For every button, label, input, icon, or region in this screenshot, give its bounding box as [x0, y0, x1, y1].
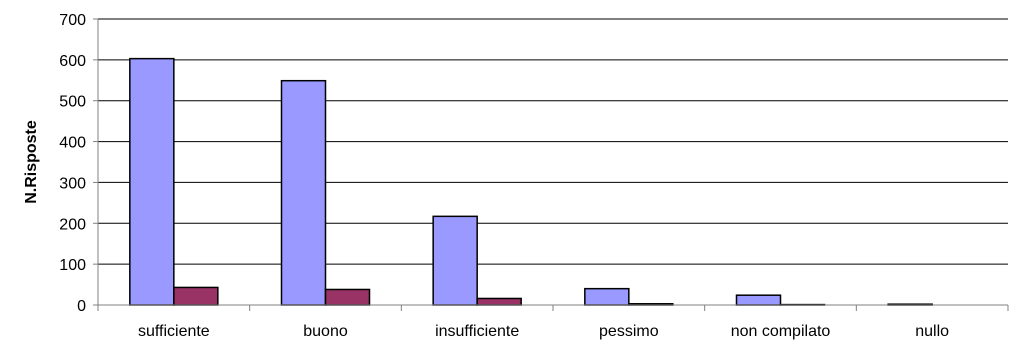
bar-buono-series-2: [324, 288, 371, 306]
gridlines: [98, 18, 1008, 265]
bars: [129, 57, 933, 306]
x-tick-label: buono: [303, 323, 348, 340]
y-tick-label: 300: [59, 175, 86, 192]
bar-insufficiente-series-1: [432, 215, 478, 306]
bar-insufficiente-series-2: [476, 297, 522, 306]
y-tick-label: 200: [59, 216, 86, 233]
y-axis-ticks: 0 100 200 300 400 500 600 700: [59, 12, 98, 315]
x-axis-ticks: sufficiente buono insufficiente pessimo non …: [97, 305, 1009, 340]
x-tick-label: sufficiente: [138, 323, 210, 340]
x-tick-label: insufficiente: [435, 323, 519, 340]
y-tick-label: 700: [59, 12, 86, 29]
x-tick-label: non compilato: [731, 323, 831, 340]
bar-pessimo-series-1: [584, 287, 630, 306]
y-tick-label: 400: [59, 135, 86, 152]
bar-buono-series-1: [280, 79, 327, 306]
y-tick-label: 0: [77, 298, 86, 315]
x-tick-label: nullo: [915, 323, 949, 340]
y-tick-label: 500: [59, 94, 86, 111]
x-tick-label: pessimo: [599, 323, 659, 340]
y-tick-label: 100: [59, 257, 86, 274]
bar-sufficiente-series-2: [173, 286, 219, 306]
y-axis-label: N.Risposte: [23, 120, 40, 204]
y-tick-label: 600: [59, 53, 86, 70]
bar-sufficiente-series-1: [129, 57, 175, 306]
bar-non-compilato-series-1: [735, 294, 782, 306]
